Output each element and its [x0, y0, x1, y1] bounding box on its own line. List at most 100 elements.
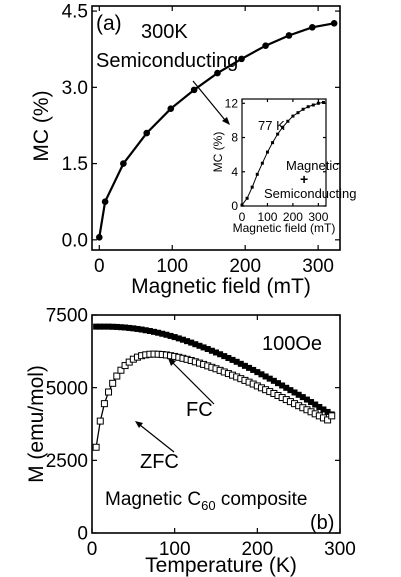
panel-b-annotation-fc: FC [186, 399, 213, 421]
panel-b-series-fc-point [303, 396, 310, 403]
inset-annotation-magnetic: Magnetic [286, 158, 339, 173]
panel-a-series-point [143, 129, 151, 137]
panel-a-series-line [98, 22, 335, 238]
inset-series-point [245, 196, 249, 200]
inset-frame [241, 98, 327, 207]
panel-b-ticks [91, 314, 341, 534]
panel-b-ytick-label: 2500 [46, 451, 88, 472]
panel-a-label: (a) [96, 12, 122, 35]
panel-a-ytick-label: 4.5 [62, 2, 88, 23]
panel-b-series-fc-point [179, 336, 186, 343]
inset-ylabel: MC (%) [211, 132, 225, 173]
inset-xtick-label: 100 [257, 210, 277, 224]
panel-b-series-fc-point [221, 353, 228, 360]
panel-b-series-fc-point [109, 323, 116, 330]
panel-b-series-fc-point [299, 394, 306, 401]
inset-ytick-label: 8 [231, 131, 238, 145]
inset-series-point [311, 103, 315, 107]
inset-series-point [301, 107, 305, 111]
inset-series-point [281, 125, 285, 129]
panel-b-series-fc-point [316, 403, 323, 410]
panel-b-series [92, 323, 336, 451]
panel-b-series-fc-point [208, 347, 215, 354]
panel-a-annotation-semiconducting: Semiconducting [96, 50, 238, 72]
panel-b-series-fc-point [171, 334, 178, 341]
panel-b-series-fc-point [93, 323, 100, 330]
panel-a-series-point [190, 86, 198, 94]
panel-b-series-fc-point [155, 329, 162, 336]
panel-b-series-fc-point [105, 323, 112, 330]
panel-b-ytick-label: 7500 [46, 306, 88, 327]
panel-b-xtick-label: 200 [241, 539, 273, 560]
panel-b-frame [91, 314, 341, 534]
panel-b-tick-labels: 0 100 200 300 0 2500 5000 7500 [46, 306, 356, 560]
inset-ytick-label: 4 [231, 165, 238, 179]
panel-b-series-fc-point [246, 364, 253, 371]
panel-b-series-fc-point [163, 331, 170, 338]
panel-a-xlabel: Magnetic field (mT) [131, 275, 311, 298]
panel-b-series-fc-point [217, 351, 224, 358]
panel-b-ytick-label: 5000 [46, 378, 88, 399]
panel-a-annotation-300k: 300K [141, 21, 188, 43]
panel-b-series-fc-point [225, 355, 232, 362]
panel-a-inset: 0 100 200 300 0 4 8 12 77 K Magnetic + Semicond… [211, 96, 357, 235]
panel-b-series-fc-point [237, 360, 244, 367]
panel-b-xtick-label: 100 [159, 539, 191, 560]
panel-b-series-fc-point [126, 324, 133, 331]
panel-a-ytick-label: 0.0 [62, 230, 88, 251]
panel-a-xtick-label: 200 [229, 256, 261, 277]
inset-series-point [306, 105, 310, 109]
panel-b-series-fc-point [283, 384, 290, 391]
panel-b-series-fc-point [122, 324, 129, 331]
panel-b-series-zfc-point [109, 379, 117, 387]
composite-label-main: Magnetic C [105, 489, 201, 510]
inset-xtick-label: 0 [239, 210, 246, 224]
panel-b-series-fc-point [213, 349, 219, 356]
panel-a-series-point [214, 69, 221, 77]
panel-b-series-fc-point [229, 356, 236, 363]
panel-b-series-zfc-point [113, 372, 121, 380]
panel-a-series-point [120, 160, 127, 167]
panel-b: 0 100 200 300 0 2500 5000 7500 100Oe FC ZFC Mag… [25, 306, 356, 577]
panel-a-series-point [167, 105, 175, 112]
panel-b-series-zfc-point [328, 412, 336, 420]
panel-b-xtick-label: 300 [324, 539, 356, 560]
panel-b-xtick-label: 0 [87, 539, 98, 560]
panel-b-series-fc-point [204, 346, 211, 353]
panel-b-series-fc-point [134, 325, 141, 332]
inset-series-point [296, 111, 300, 115]
panel-a-xtick-label: 0 [94, 256, 105, 277]
panel-b-series-fc-point [97, 323, 104, 330]
inset-series-point [276, 132, 280, 136]
inset-series [240, 100, 325, 207]
panel-b-series-fc-point [320, 406, 327, 413]
inset-series-point [260, 161, 264, 165]
panel-b-series-zfc-point [105, 388, 113, 396]
panel-b-series-zfc-point [92, 443, 100, 451]
panel-b-series-fc-point [262, 373, 269, 380]
panel-a-xtick-label: 100 [156, 256, 188, 277]
panel-b-series-fc-point [241, 362, 248, 369]
inset-series-point [316, 101, 320, 105]
panel-b-series-fc-point [167, 332, 174, 339]
panel-b-series-fc-point [196, 342, 203, 349]
panel-b-series-fc-point [250, 366, 257, 373]
panel-b-series-fc-point [233, 358, 240, 365]
inset-ytick-label: 0 [231, 199, 238, 213]
panel-b-series-fc-point [291, 389, 298, 396]
panel-b-xlabel: Temperature (K) [145, 554, 297, 577]
panel-a-ytick-label: 3.0 [62, 78, 88, 99]
panel-a-tick-labels: 0 100 200 300 0.0 1.5 3.0 4.5 [62, 2, 334, 277]
panel-b-series-fc-point [308, 399, 315, 406]
panel-b-annotation-100oe: 100Oe [262, 333, 322, 355]
panel-b-series-fc-point [175, 335, 182, 342]
panel-b-series-fc-point [142, 327, 149, 334]
panel-a-series-point [330, 19, 338, 27]
panel-a-arrow [192, 80, 230, 125]
panel-b-arrow-zfc [135, 421, 175, 453]
inset-xtick-label: 300 [308, 210, 328, 224]
panel-a-frame [91, 5, 341, 251]
panel-a: 0 100 200 300 0.0 1.5 3.0 4.5 (a) 300K Semicond… [30, 2, 357, 298]
panel-b-series-fc-point [324, 408, 331, 415]
